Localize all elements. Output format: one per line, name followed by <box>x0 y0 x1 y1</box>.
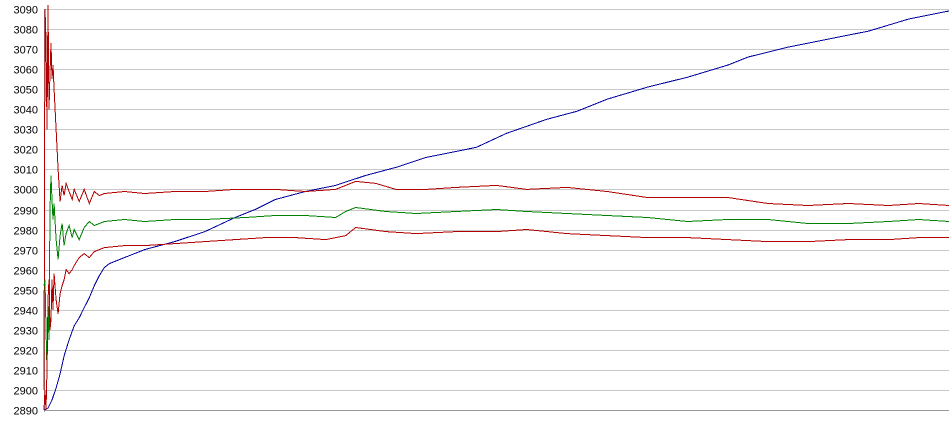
y-tick-label: 3060 <box>14 65 38 77</box>
y-tick-label: 2910 <box>14 366 38 378</box>
y-tick-label: 3030 <box>14 125 38 137</box>
y-tick-label: 3040 <box>14 105 38 117</box>
y-tick-label: 2920 <box>14 346 38 358</box>
series-group <box>43 4 950 411</box>
series-line-2 <box>43 4 950 390</box>
y-axis: 2890 2900 2910 2920 2930 2940 2950 2960 2970 2980… <box>14 5 38 418</box>
y-tick-label: 2970 <box>14 246 38 258</box>
y-tick-label: 2950 <box>14 286 38 298</box>
y-tick-label: 3010 <box>14 165 38 177</box>
y-tick-label: 3080 <box>14 25 38 37</box>
y-tick-label: 2940 <box>14 306 38 318</box>
series-line-4 <box>43 226 949 411</box>
y-tick-label: 3000 <box>14 185 38 197</box>
y-tick-label: 2890 <box>14 406 38 418</box>
series-line-1 <box>43 10 950 411</box>
y-tick-label: 3020 <box>14 145 38 157</box>
y-tick-label: 3050 <box>14 85 38 97</box>
y-tick-label: 2980 <box>14 226 38 238</box>
y-tick-label: 2930 <box>14 326 38 338</box>
y-tick-label: 3090 <box>14 5 38 17</box>
series-line-3 <box>43 175 950 370</box>
y-tick-label: 2960 <box>14 266 38 278</box>
y-tick-label: 2900 <box>14 386 38 398</box>
y-tick-label: 2990 <box>14 206 38 218</box>
grid <box>44 9 949 411</box>
y-tick-label: 3070 <box>14 45 38 57</box>
